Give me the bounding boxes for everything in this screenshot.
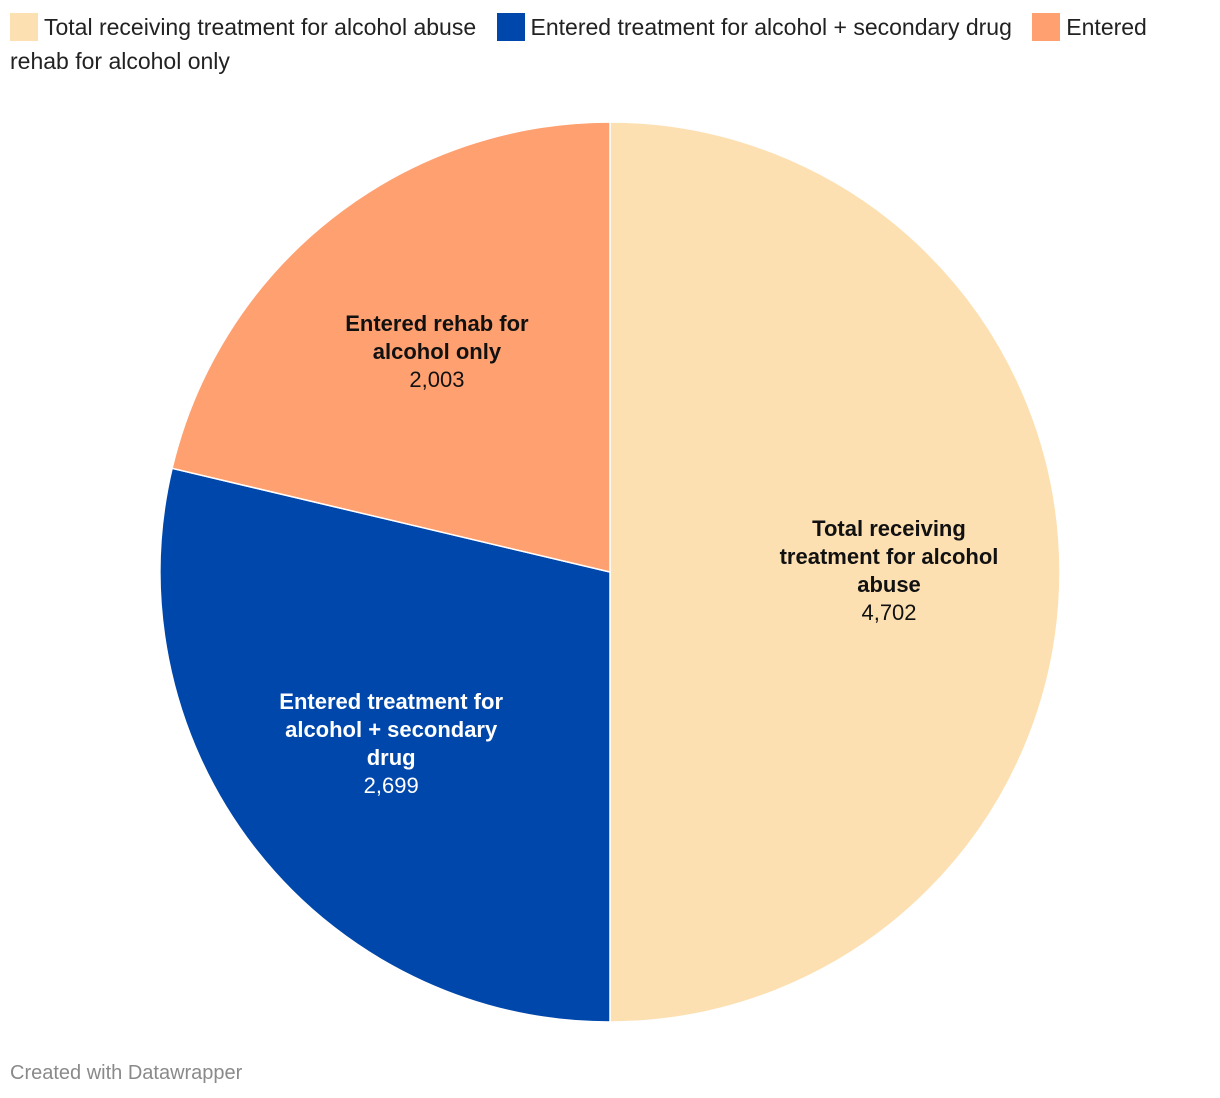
legend-label: Entered treatment for alcohol + secondar… [530, 14, 1012, 40]
pie-slice-alcohol-only [171, 121, 611, 573]
slice-label-line: drug [367, 745, 416, 770]
legend-item-alcohol-only: Entered rehab for alcohol only [10, 13, 1147, 74]
legend-swatch [10, 13, 38, 41]
slice-label-line: Total receiving [812, 516, 966, 541]
legend: Total receiving treatment for alcohol ab… [10, 10, 1210, 78]
slice-value-label: 2,699 [364, 773, 419, 798]
pie-slice-alcohol-secondary-drug [159, 467, 611, 1023]
slice-label-line: alcohol + secondary [285, 717, 498, 742]
legend-label: Entered rehab for alcohol only [10, 14, 1147, 74]
slice-label-line: Entered treatment for [279, 689, 503, 714]
slice-label-alcohol-secondary-drug: Entered treatment for alcohol + secondary… [279, 689, 503, 798]
slice-label-line: treatment for alcohol [780, 544, 999, 569]
legend-label: Total receiving treatment for alcohol ab… [44, 14, 477, 40]
legend-item-alcohol-secondary-drug: Entered treatment for alcohol + secondar… [496, 13, 1012, 41]
slice-value-label: 2,003 [409, 367, 464, 392]
slice-value-label: 4,702 [861, 600, 916, 625]
legend-swatch [496, 13, 525, 41]
slice-label-alcohol-only: Entered rehab for alcohol only 2,003 [345, 311, 529, 392]
pie-slice-total-alcohol [609, 121, 1061, 1023]
legend-item-total-alcohol: Total receiving treatment for alcohol ab… [10, 13, 477, 41]
slice-label-total-alcohol: Total receiving treatment for alcohol abus… [780, 516, 999, 625]
slice-label-line: abuse [857, 572, 921, 597]
credit-footer: Created with Datawrapper [10, 1062, 243, 1084]
slice-label-line: Entered rehab for [345, 311, 529, 336]
legend-swatch [1032, 13, 1061, 41]
slice-label-line: alcohol only [373, 339, 502, 364]
